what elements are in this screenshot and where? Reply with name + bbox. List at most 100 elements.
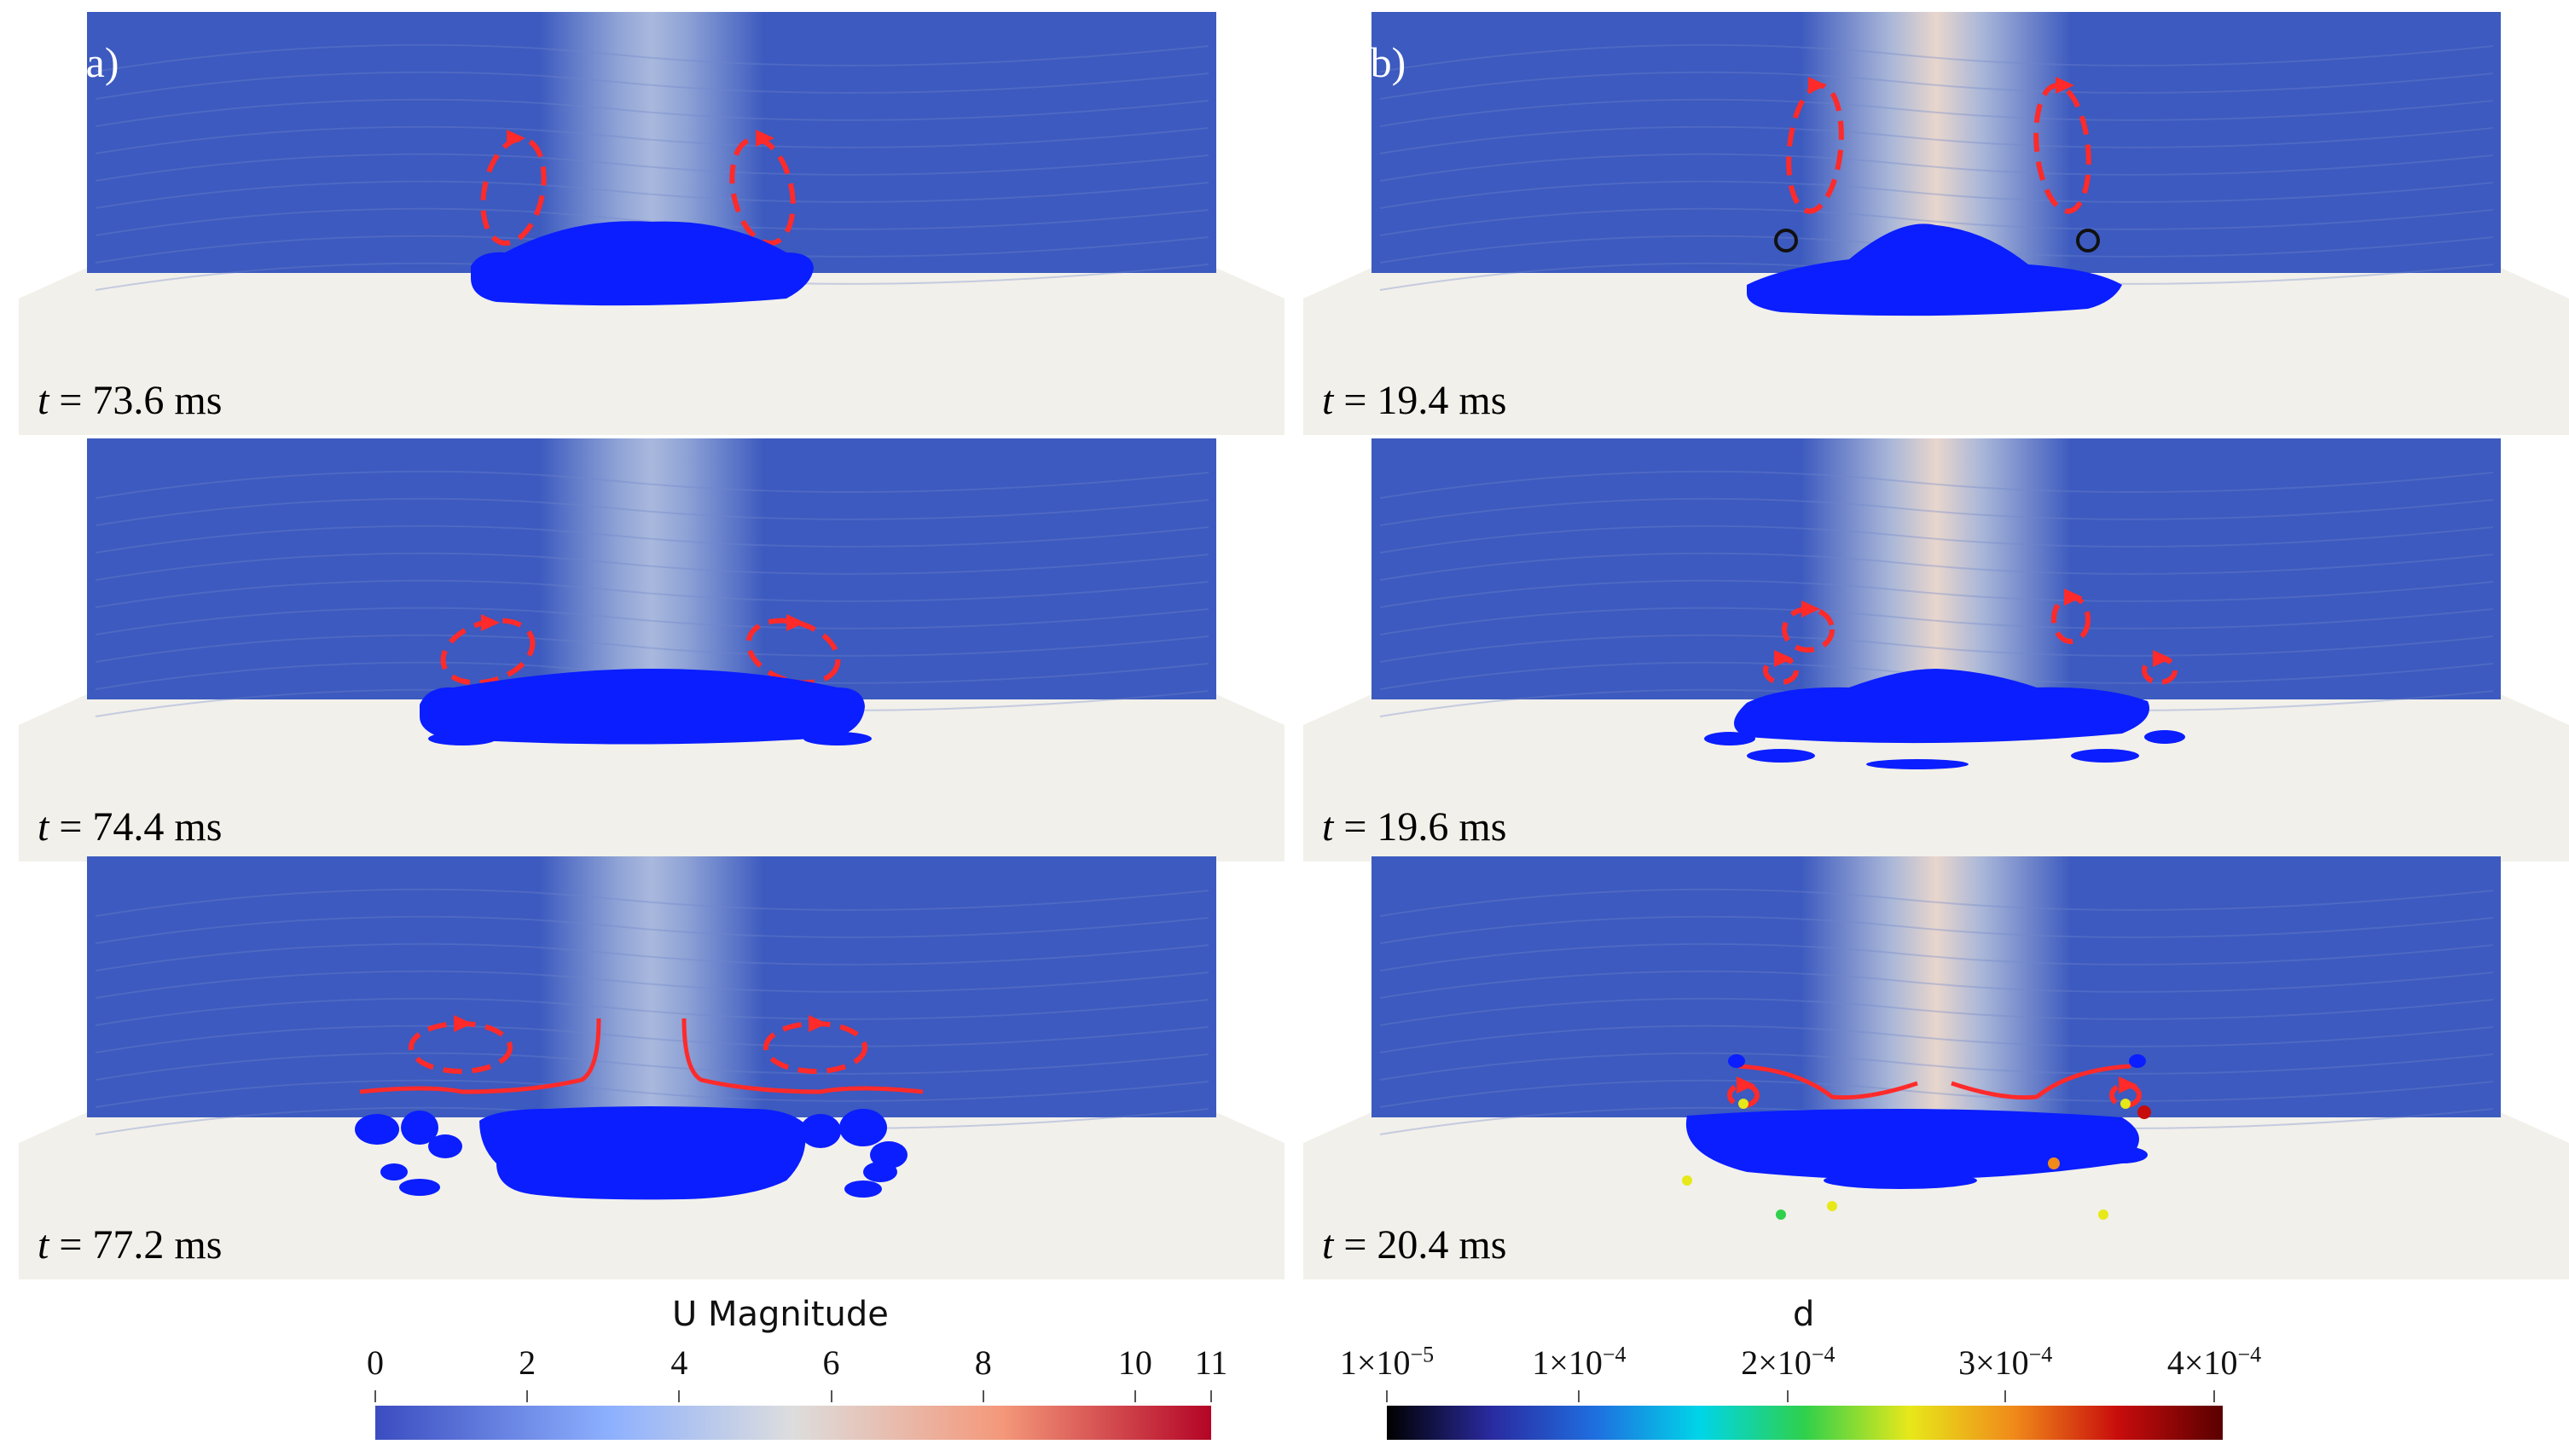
vortex-arrow [481,614,500,631]
flow-domain [1371,856,2501,1117]
vortex-arrow [454,1015,473,1032]
streamline [1379,997,2494,1026]
droplet-fragment [863,1162,897,1182]
colorbar-u-tick-mark [1210,1390,1212,1402]
colorbar-u-tick-mark [678,1390,681,1402]
flow-domain [87,856,1216,1117]
streamline [95,1079,1209,1108]
streamline [95,525,1209,554]
vortex-arrow [809,1015,827,1032]
panel-b-t1: (b) t = 19.4 ms [1303,12,2569,435]
panel-b-t3: t = 20.4 ms [1303,856,2569,1279]
vortex-arrow [2064,589,2083,606]
colorbar-u-tick-label: 8 [974,1343,992,1382]
floor [1303,1112,2569,1279]
colorbar-u-tick-label: 6 [822,1343,840,1382]
jet-streamline [681,1018,924,1094]
streamline [1379,497,2494,526]
droplet-fragment [2071,749,2139,763]
panel-a-t1-render [19,12,1284,435]
streamline [1379,44,2494,73]
vortex-arrow [756,130,774,147]
streamline [95,606,1209,635]
droplet-fragment [355,1114,399,1145]
streamline [95,98,1209,127]
droplet-fragment [1776,1209,1786,1220]
droplet-fragment [1704,732,1755,745]
time-label: t = 74.4 ms [38,804,223,850]
vortex-arrow [1774,650,1793,667]
droplet-fragment [1752,1148,1810,1165]
droplet-fragment [1824,1172,1977,1189]
panel-a-t2-render [19,438,1284,861]
streamline [95,44,1209,73]
vortex-ring [729,136,796,247]
streamline [1379,470,2494,499]
droplet-fragment [839,1109,887,1146]
streamline [1379,915,2494,944]
colorbar-d-title: d [1793,1295,1815,1334]
colorbar-u-tick-mark [1134,1390,1136,1402]
streamline [1379,71,2494,100]
droplet-fragment [1747,749,1815,763]
streamline [1379,180,2494,209]
colorbar-u-tick-mark [982,1390,984,1402]
streamline [1379,525,2494,554]
streamline [95,552,1209,581]
jet-streamline [1951,1064,2131,1100]
floor [19,694,1284,861]
vortex-arrow [786,614,805,631]
droplet-fragment [2120,1099,2131,1109]
colorbar-d-tick-mark [2213,1390,2215,1402]
colorbar-u-title: U Magnitude [672,1295,889,1334]
panel-a-t1: (a) t = 73.6 ms [19,12,1284,435]
panel-label-b: (b) [1356,38,1406,86]
colorbar-u-tick-label: 2 [519,1343,536,1382]
vortex-arrow [1801,600,1820,618]
time-label: t = 20.4 ms [1322,1222,1507,1267]
droplet-fragment [1696,1129,1764,1146]
droplet-fragment [2129,1054,2146,1068]
vortex-arrow [2153,650,2172,667]
streamline [1379,153,2494,182]
streamline [95,579,1209,608]
flow-domain [87,438,1216,699]
streamline [1379,1052,2494,1081]
vortex-arrow [2056,77,2074,94]
vortex-arrow [507,130,525,147]
panel-a-t2: t = 74.4 ms [19,438,1284,861]
streamline [95,970,1209,999]
time-label: t = 19.6 ms [1322,804,1507,850]
streamline [1379,661,2494,690]
streamline [95,180,1209,209]
streamline [95,207,1209,236]
droplet-fragment [1827,1201,1837,1211]
marker-circle [1774,229,1798,252]
time-label: t = 19.4 ms [1322,378,1507,423]
colorbar-d-tick-mark [1787,1390,1789,1402]
droplet-fragment [2098,1209,2108,1220]
droplet-fragment [2137,1105,2151,1119]
panel-label-a: (a) [72,38,119,86]
droplet-fragment [1738,1099,1748,1109]
droplet-fragment [1728,1054,1745,1068]
colorbar-d-tick-label: 1×10−5 [1339,1342,1435,1382]
colorbar-u-tick-label: 4 [670,1343,688,1382]
vortex-arrow [2119,1076,2137,1093]
droplet-fragment [870,1141,908,1169]
vortex-ring [440,618,536,686]
droplet-fragment [399,1179,440,1196]
colorbar-d-tick-mark [2004,1390,2007,1402]
colorbar-u-tick-label: 0 [367,1343,384,1382]
droplet [420,669,865,745]
droplet-fragment [800,1114,841,1148]
streamline [1379,970,2494,999]
colorbar-d-tick-label: 3×10−4 [1958,1342,2053,1382]
colorbar-d-tick-label: 4×10−4 [2166,1342,2262,1382]
panel-b-t1-render [1303,12,2569,435]
panel-b-t2-render [1303,438,2569,861]
streamline [1379,606,2494,635]
droplet-fragment [844,1180,882,1198]
droplet-fragment [2037,1136,2105,1157]
jet-streamline [359,1018,601,1094]
